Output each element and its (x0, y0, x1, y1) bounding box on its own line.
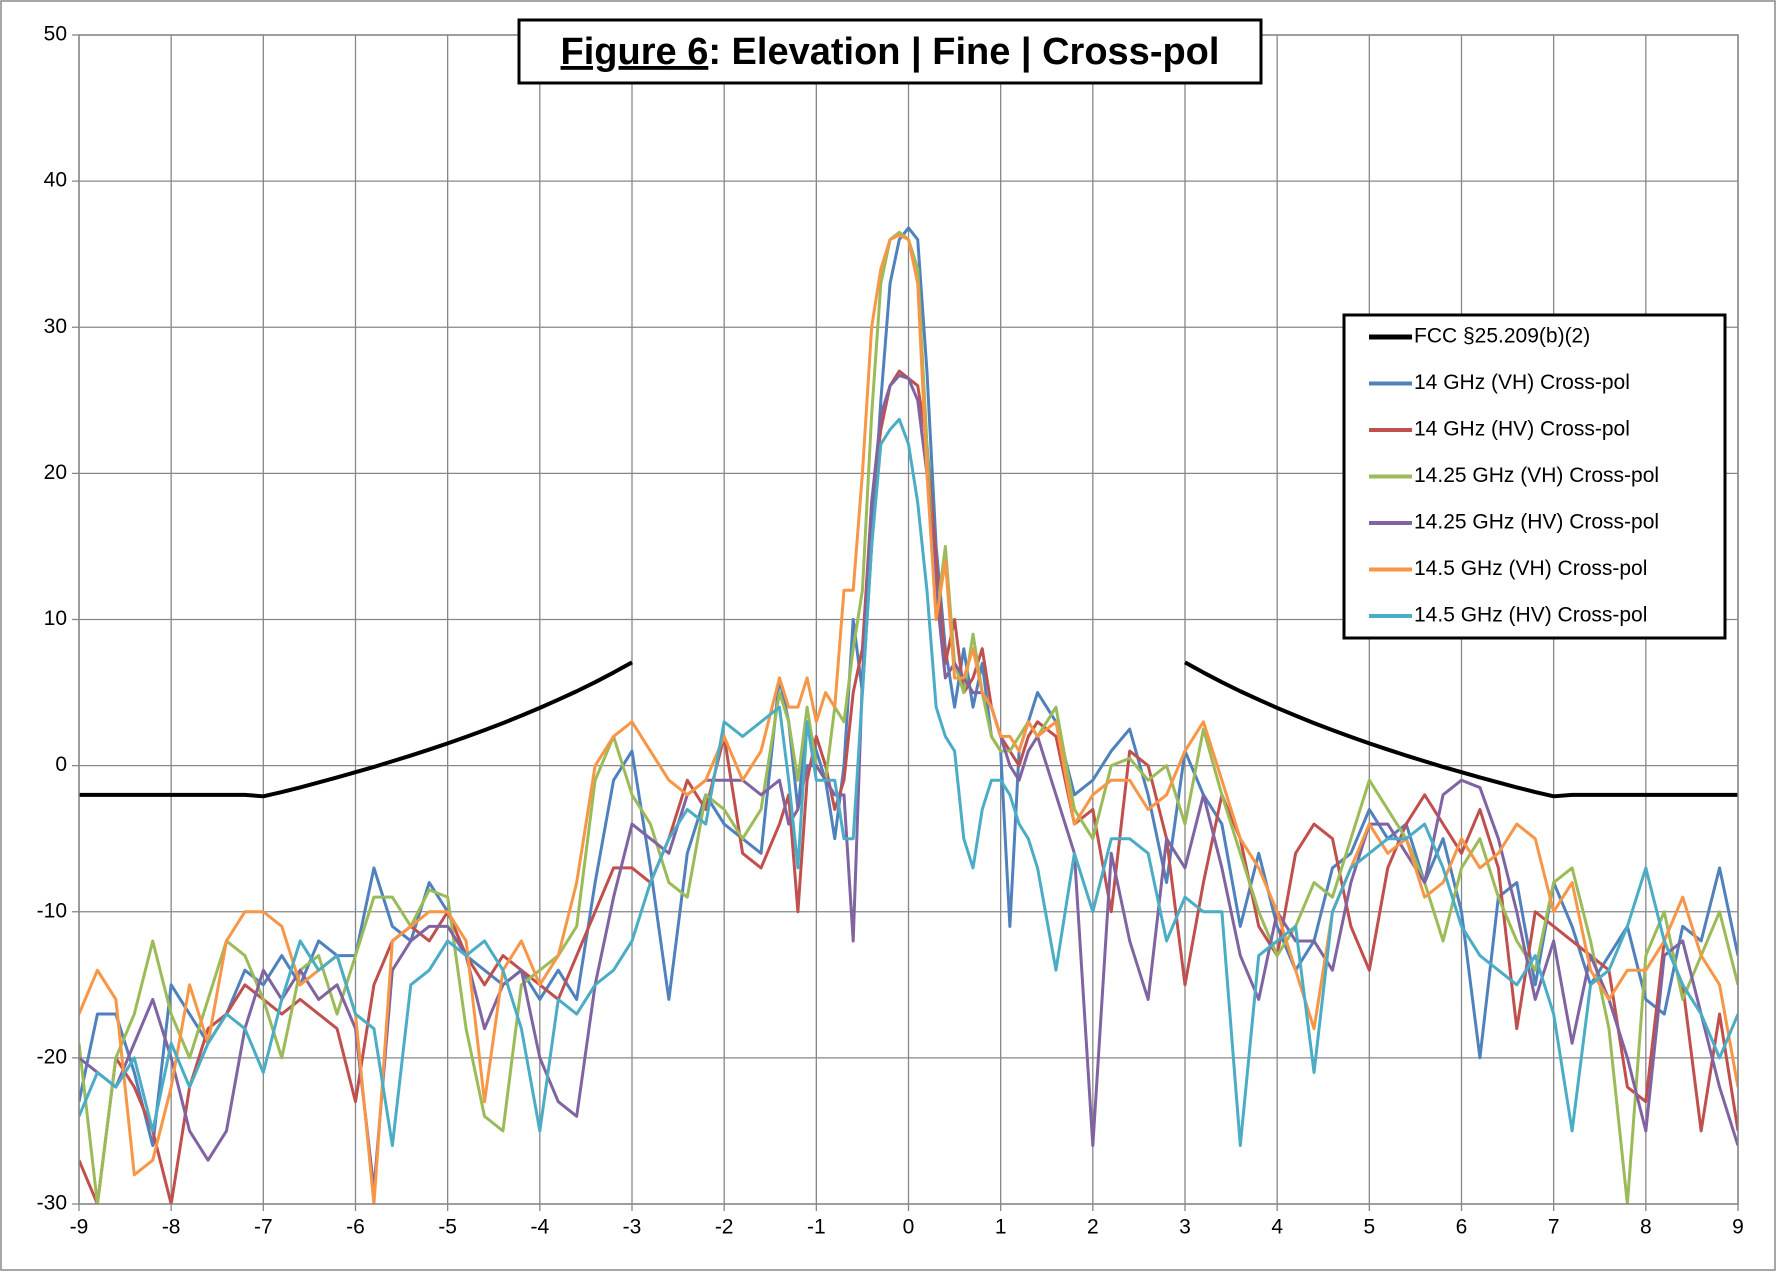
x-tick-label: -4 (530, 1216, 549, 1239)
y-tick-label: 20 (44, 461, 67, 484)
y-tick-label: 0 (55, 753, 67, 776)
x-tick-label: 1 (995, 1216, 1007, 1239)
legend-label: 14 GHz (HV) Cross-pol (1414, 418, 1630, 441)
chart-title: Figure 6: Elevation | Fine | Cross-pol (561, 31, 1220, 73)
series-line (79, 417, 1738, 1148)
legend: FCC §25.209(b)(2) 14 GHz (VH) Cross-pol 14… (1342, 313, 1727, 640)
legend-label: 14.25 GHz (VH) Cross-pol (1414, 464, 1659, 487)
title-lead: Figure 6 (561, 31, 709, 73)
x-tick-label: -2 (715, 1216, 734, 1239)
series-line (79, 233, 1738, 1204)
legend-label: FCC §25.209(b)(2) (1414, 325, 1590, 348)
x-tick-label: -7 (254, 1216, 273, 1239)
x-tick-label: 5 (1363, 1216, 1375, 1239)
y-tick-label: -30 (37, 1192, 67, 1215)
x-tick-label: 6 (1456, 1216, 1468, 1239)
x-tick-label: 8 (1640, 1216, 1652, 1239)
x-tick-label: -9 (70, 1216, 89, 1239)
series-line (79, 660, 633, 799)
x-tick-label: 4 (1271, 1216, 1283, 1239)
x-tick-label: -8 (162, 1216, 181, 1239)
x-tick-label: 0 (903, 1216, 915, 1239)
x-tick-label: 9 (1732, 1216, 1744, 1239)
y-tick-label: 50 (44, 23, 67, 46)
x-tick-label: -3 (623, 1216, 642, 1239)
series-line (1184, 660, 1738, 799)
x-tick-label: 3 (1179, 1216, 1191, 1239)
x-tick-label: 2 (1087, 1216, 1099, 1239)
y-tick-label: -20 (37, 1045, 67, 1068)
legend-label: 14.5 GHz (VH) Cross-pol (1414, 557, 1647, 580)
x-tick-label: -6 (346, 1216, 365, 1239)
title-box (517, 18, 1263, 85)
y-tick-label: -10 (37, 899, 67, 922)
title-rest: : Elevation | Fine | Cross-pol (708, 31, 1219, 73)
x-tick-label: -5 (438, 1216, 457, 1239)
x-tick-label: 7 (1548, 1216, 1560, 1239)
series-line (79, 226, 1738, 1148)
plot-lines (79, 226, 1738, 1204)
legend-label: 14 GHz (VH) Cross-pol (1414, 371, 1630, 394)
x-tick-label: -1 (807, 1216, 826, 1239)
y-tick-label: 40 (44, 169, 67, 192)
legend-label: 14.25 GHz (HV) Cross-pol (1414, 511, 1659, 534)
legend-label: 14.5 GHz (HV) Cross-pol (1414, 604, 1647, 627)
y-tick-label: 10 (44, 607, 67, 630)
y-tick-label: 30 (44, 315, 67, 338)
